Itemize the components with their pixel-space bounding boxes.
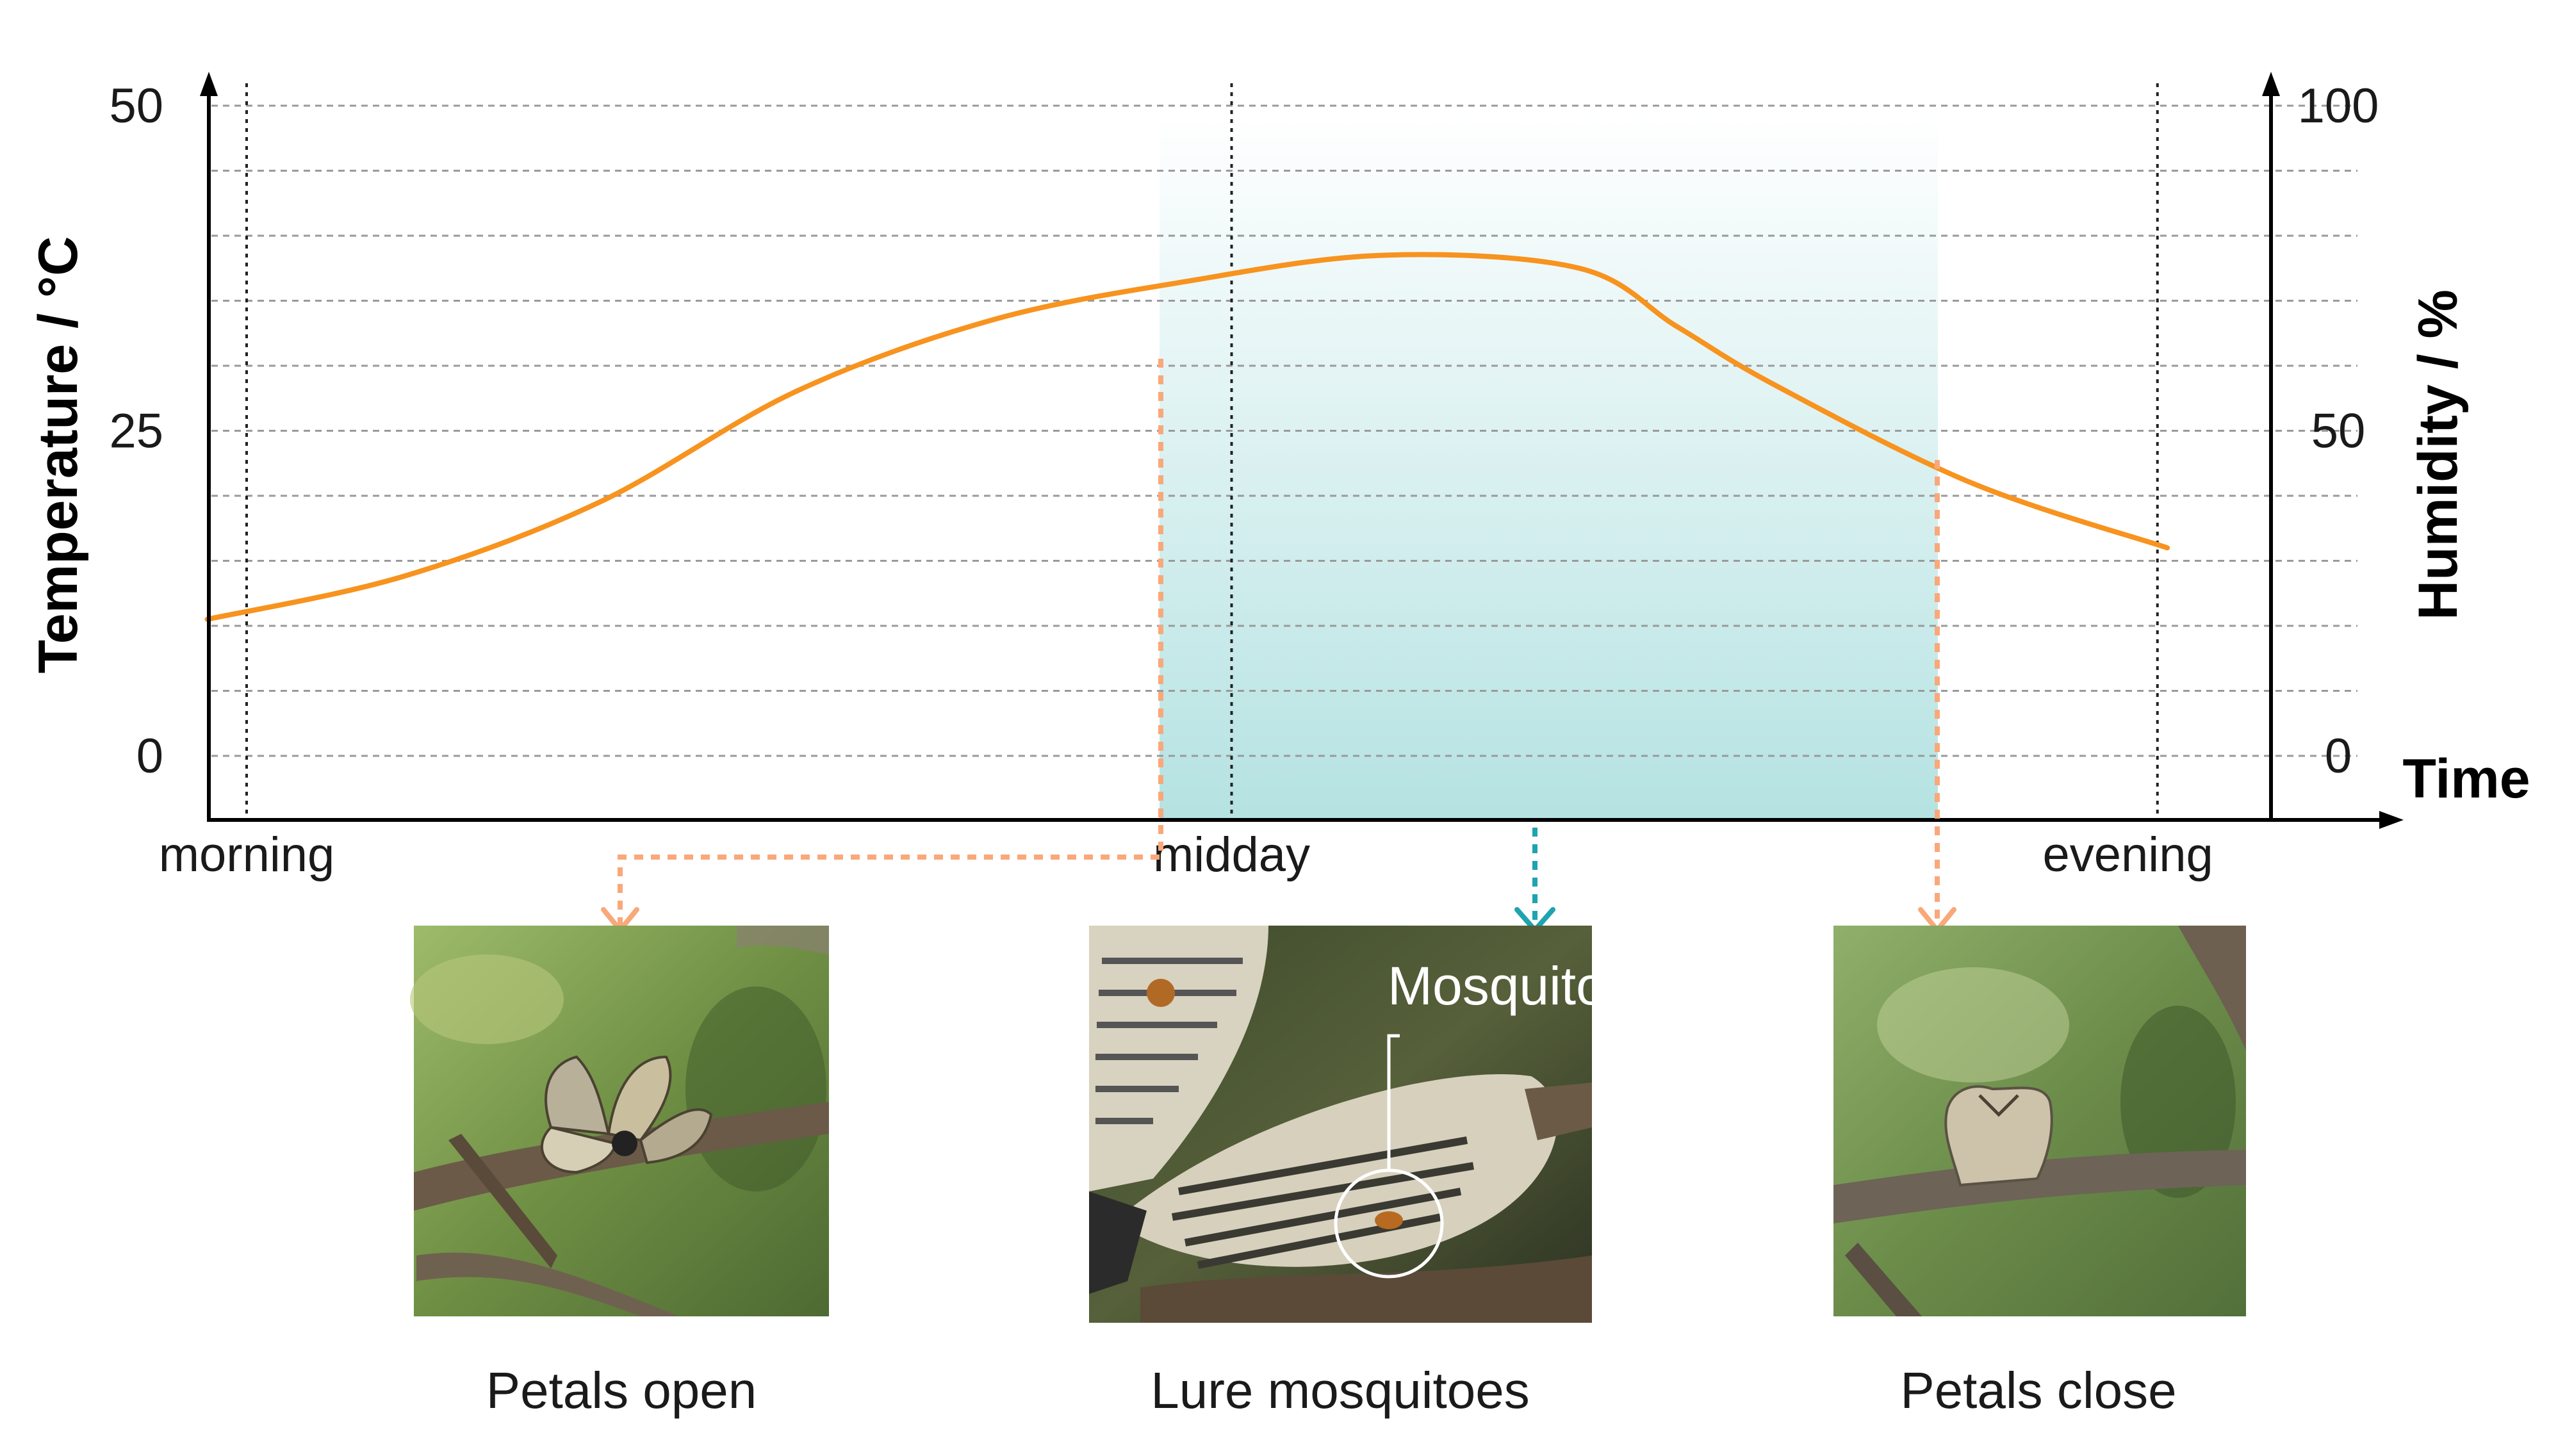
mosquito-label: Mosquito	[1388, 956, 1606, 1016]
flower-closed-illustration	[1944, 1085, 2053, 1187]
right-y-tick-label: 100	[2298, 79, 2379, 133]
grid-lines	[211, 104, 2357, 757]
left-y-tick-labels: 0 25 50	[109, 79, 163, 783]
temperature-series-line	[204, 252, 2170, 622]
connector-petals-open	[618, 359, 1163, 928]
left-y-tick-label: 50	[109, 79, 163, 133]
right-y-tick-label: 0	[2325, 729, 2352, 783]
right-y-tick-labels: 0 50 100	[2298, 79, 2379, 783]
right-y-tick-label: 50	[2311, 404, 2366, 459]
photo-panel-petals-close	[1833, 926, 2246, 1316]
midday-shaded-region	[1160, 115, 1938, 820]
axes	[200, 72, 2404, 829]
right-y-axis-arrow	[2262, 72, 2280, 96]
x-axis-arrow	[2379, 811, 2404, 829]
y-axis-title-right: Humidity / %	[2407, 290, 2469, 620]
photo-panel-petals-open	[410, 926, 829, 1316]
caption-petals-close: Petals close	[1900, 1362, 2176, 1419]
x-tick-labels: morning midday evening	[159, 828, 2213, 882]
time-reference-lines	[245, 83, 2159, 820]
x-tick-label: morning	[159, 828, 335, 882]
left-y-tick-label: 25	[109, 404, 163, 459]
caption-lure-mosquitoes: Lure mosquitoes	[1151, 1362, 1529, 1419]
mosquito-callout-bracket	[1387, 1034, 1400, 1170]
caption-petals-open: Petals open	[486, 1362, 757, 1419]
left-y-axis-arrow	[200, 72, 218, 96]
mosquito-highlight-circle	[1334, 1168, 1444, 1279]
left-y-tick-label: 0	[136, 729, 163, 783]
y-axis-title-left: Temperature / °C	[28, 236, 89, 674]
x-tick-label: evening	[2043, 828, 2213, 882]
x-tick-label: midday	[1153, 828, 1310, 882]
photo-panel-lure-mosquitoes: Mosquito	[1089, 926, 1606, 1323]
x-axis-title: Time	[2402, 748, 2530, 810]
flower-open-illustration	[540, 1055, 713, 1174]
